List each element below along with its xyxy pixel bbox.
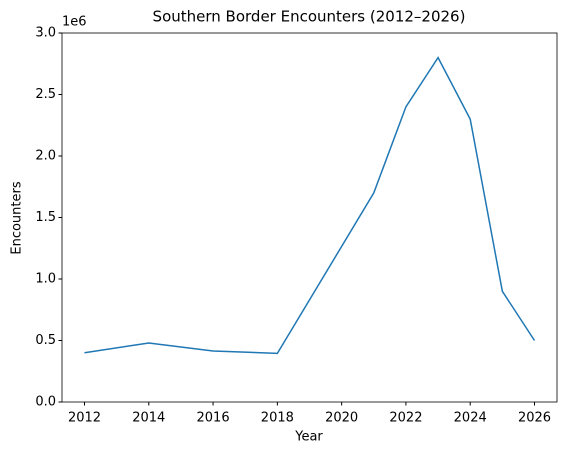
x-tick-label: 2020 — [325, 411, 358, 426]
x-tick-label: 2018 — [261, 411, 294, 426]
x-tick-label: 2016 — [197, 411, 230, 426]
y-tick-label: 2.0 — [35, 149, 56, 164]
x-tick-label: 2024 — [454, 411, 487, 426]
plot-frame — [61, 32, 558, 403]
y-tick-label: 0.5 — [35, 333, 56, 348]
x-tick-label: 2014 — [132, 411, 165, 426]
y-offset-label: 1e6 — [62, 15, 87, 30]
y-tick-label: 2.5 — [35, 87, 56, 102]
x-tick-label: 2012 — [68, 411, 101, 426]
y-tick-label: 3.0 — [35, 26, 56, 41]
y-tick-label: 1.5 — [35, 210, 56, 225]
x-tick-label: 2022 — [389, 411, 422, 426]
y-axis-label: Encounters — [10, 181, 25, 254]
y-tick-label: 1.0 — [35, 272, 56, 287]
y-tick-label: 0.0 — [35, 395, 56, 410]
chart-title: Southern Border Encounters (2012–2026) — [153, 8, 466, 26]
x-tick-label: 2026 — [518, 411, 551, 426]
x-axis-label: Year — [294, 430, 323, 445]
line-series — [84, 56, 536, 355]
